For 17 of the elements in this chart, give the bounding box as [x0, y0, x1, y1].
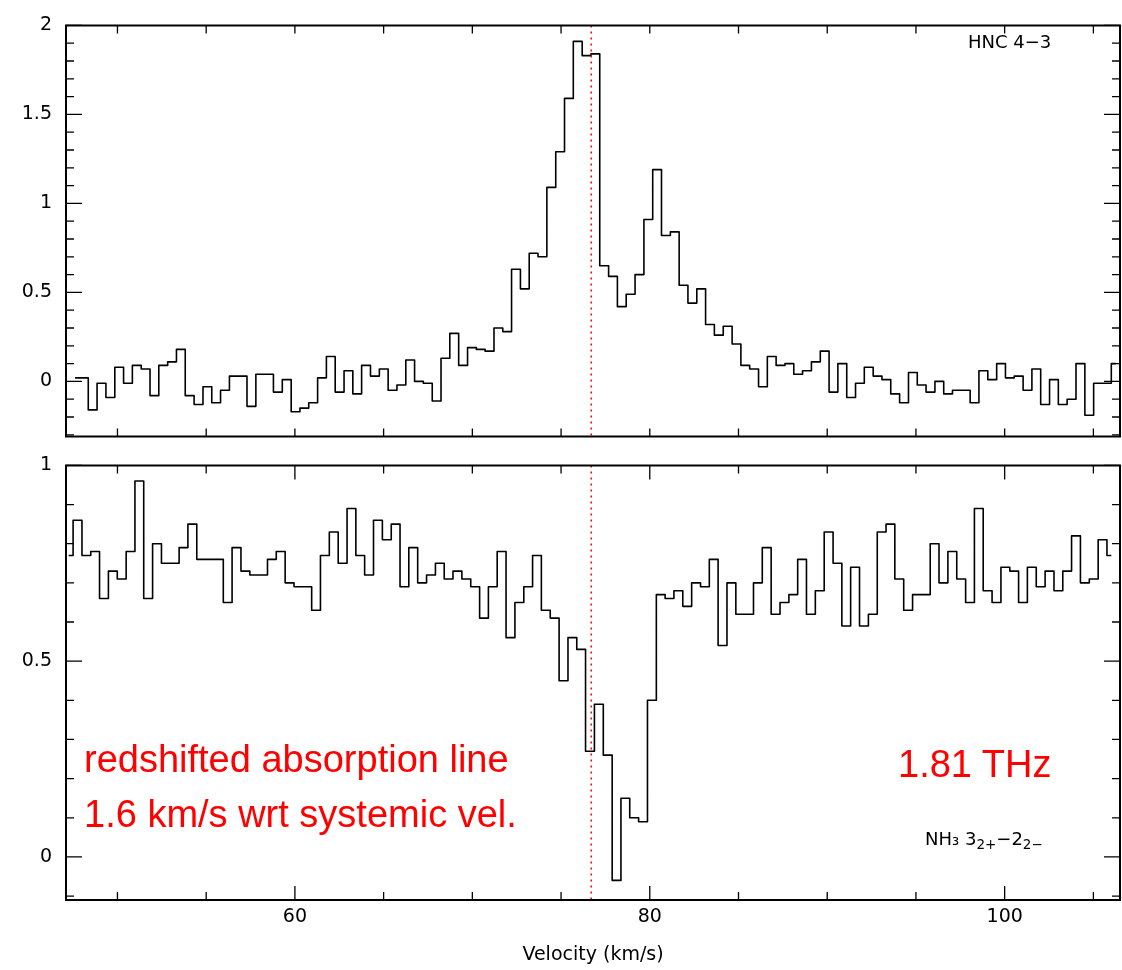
x-tick-label: 60 [282, 904, 307, 927]
y-tick-label: 2 [39, 12, 52, 35]
annotation: redshifted absorption line [84, 738, 509, 780]
annotation: HNC 4−3 [968, 31, 1052, 52]
y-tick-label: 0 [39, 843, 52, 866]
y-tick-label: 0.5 [21, 648, 52, 671]
annotation: 1.81 THz [898, 743, 1052, 785]
y-tick-label: 1 [39, 190, 52, 213]
x-tick-label: 80 [637, 904, 662, 927]
y-tick-label: 1 [39, 452, 52, 475]
annotation: NH₃ 3$_{2+}$−2$_{2−}$ [925, 828, 1043, 853]
y-tick-label: 1.5 [21, 101, 52, 124]
y-tick-label: 0 [39, 368, 52, 391]
annotation: 1.6 km/s wrt systemic vel. [84, 793, 517, 835]
x-axis-title: Velocity (km/s) [522, 941, 664, 964]
x-tick-label: 100 [986, 904, 1023, 927]
y-tick-label: 0.5 [21, 279, 52, 302]
